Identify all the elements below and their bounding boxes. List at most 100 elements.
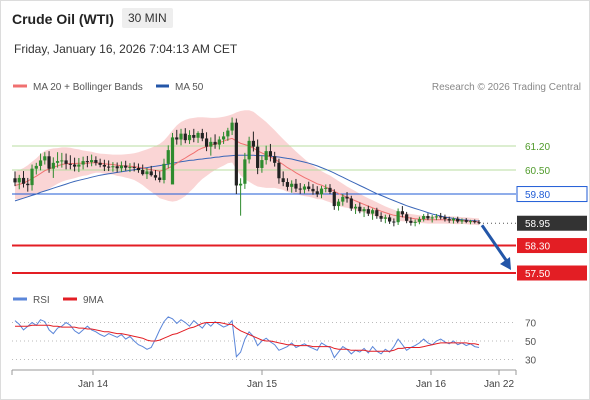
candle-body	[187, 135, 192, 141]
candle-body	[243, 159, 247, 184]
candle-body	[128, 166, 132, 168]
candle-body	[285, 182, 290, 187]
candle-body	[175, 137, 179, 140]
level-label-4: 58.30	[525, 242, 550, 253]
candle-body	[473, 221, 477, 223]
candle-body	[60, 160, 64, 162]
candle-body	[136, 167, 141, 171]
candle-body	[358, 206, 362, 212]
candle-body	[51, 162, 55, 169]
timeframe-badge[interactable]: 30 MIN	[122, 8, 173, 28]
candle-body	[47, 156, 51, 169]
candle-body	[153, 175, 158, 178]
ma20-legend-label: MA 20 + Bollinger Bands	[33, 82, 143, 93]
level-tags: 61.20 60.50 59.80 58.95 58.30 57.50	[516, 142, 588, 281]
candle-body	[439, 216, 443, 218]
candle-body	[30, 168, 34, 186]
forecast-arrow	[480, 224, 511, 270]
candle-body	[204, 138, 209, 147]
candle-body	[234, 122, 238, 186]
candle-body	[17, 177, 21, 183]
candle-body	[324, 187, 328, 189]
candle-body	[158, 177, 162, 180]
candle-body	[94, 160, 98, 163]
candle-body	[247, 140, 251, 160]
x-axis: Jan 14 Jan 15 Jan 16 Jan 22	[11, 370, 517, 390]
candle-body	[64, 160, 68, 164]
candle-body	[426, 216, 430, 219]
candle-body	[166, 150, 170, 164]
rsi-ma9-line	[15, 322, 480, 352]
candle-body	[294, 183, 298, 189]
candle-body	[405, 214, 409, 221]
forecast-arrow-head	[500, 257, 511, 270]
candle-body	[396, 211, 400, 223]
candle-body	[38, 160, 43, 166]
candle-body	[375, 210, 379, 217]
candle-body	[13, 178, 17, 183]
ma50-line	[14, 154, 480, 222]
candle-body	[456, 218, 460, 222]
candle-body	[115, 166, 119, 169]
candle-body	[162, 163, 166, 180]
candle-body	[370, 210, 375, 214]
candle-body	[392, 221, 396, 223]
candle-body	[281, 178, 285, 183]
candle-body	[141, 170, 145, 175]
candle-body	[336, 201, 341, 207]
bollinger-band-area	[15, 110, 479, 226]
level-tag-bg-4	[517, 238, 587, 254]
candle-body	[192, 135, 196, 138]
level-label-0: 61.20	[525, 142, 550, 153]
rsi-line	[14, 316, 480, 359]
rsi-tick-70: 70	[525, 319, 537, 330]
candle-body	[319, 188, 324, 195]
candle-body	[400, 211, 404, 215]
level-label-3: 58.95	[525, 219, 550, 230]
candle-body	[77, 164, 81, 167]
candle-body	[277, 162, 281, 179]
x-tick-label: Jan 15	[247, 379, 277, 390]
candle-body	[315, 191, 319, 195]
candle-body	[362, 209, 366, 212]
candle-body	[311, 188, 315, 192]
candle-body	[307, 186, 311, 189]
x-tick-label: Jan 16	[416, 379, 446, 390]
candle-body	[366, 209, 370, 214]
level-tag-bg-3	[517, 215, 587, 231]
candle-body	[170, 137, 175, 185]
rsi-tick-30: 30	[525, 356, 537, 367]
rsi-legend-label: RSI	[33, 295, 50, 306]
x-tick-label: Jan 22	[484, 379, 514, 390]
bollinger-band	[15, 110, 479, 226]
candle-body	[149, 171, 153, 176]
candle-body	[221, 136, 226, 140]
candle-body	[43, 156, 47, 161]
candle-body	[226, 130, 230, 137]
research-credit: Research © 2026 Trading Central	[432, 82, 581, 93]
candle-body	[298, 188, 302, 190]
candle-body	[345, 196, 349, 199]
level-label-5: 57.50	[525, 269, 550, 280]
ma20-line	[14, 137, 480, 223]
candle-body	[26, 183, 30, 186]
chart-header: Crude Oil (WTI) 30 MIN	[1, 1, 589, 35]
candle-body	[447, 219, 451, 221]
candle-body	[434, 216, 439, 218]
candle-body	[268, 151, 273, 157]
candle-body	[107, 166, 111, 168]
candle-body	[383, 217, 387, 219]
candle-body	[409, 220, 413, 223]
candle-body	[443, 217, 447, 220]
candle-body	[183, 133, 187, 141]
forecast-arrow-shaft	[480, 224, 510, 264]
candle-body	[102, 164, 106, 167]
x-tick-label: Jan 14	[78, 379, 108, 390]
candle-body	[273, 156, 277, 163]
moving-averages	[14, 137, 480, 223]
level-tag-bg-5	[517, 265, 587, 281]
candle-body	[98, 162, 102, 165]
report-datetime: Friday, January 16, 2026 7:04:13 AM CET	[14, 42, 238, 56]
